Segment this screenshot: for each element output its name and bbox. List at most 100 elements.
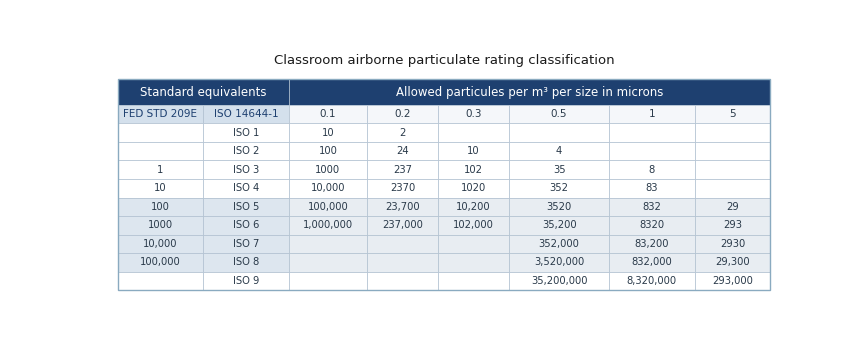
Text: Classroom airborne particulate rating classification: Classroom airborne particulate rating cl… bbox=[274, 54, 614, 67]
Text: 352,000: 352,000 bbox=[539, 239, 579, 249]
Bar bbox=[438, 179, 509, 197]
Bar bbox=[118, 79, 770, 290]
Bar bbox=[367, 179, 438, 197]
Bar bbox=[204, 253, 288, 272]
Bar bbox=[609, 253, 695, 272]
Text: 2370: 2370 bbox=[390, 183, 415, 193]
Bar bbox=[695, 253, 770, 272]
Text: 10: 10 bbox=[321, 128, 334, 138]
Bar bbox=[509, 124, 609, 142]
Bar bbox=[204, 179, 288, 197]
Bar bbox=[609, 234, 695, 253]
Text: 1,000,000: 1,000,000 bbox=[303, 220, 352, 230]
Text: FED STD 209E: FED STD 209E bbox=[123, 109, 197, 119]
Text: ISO 7: ISO 7 bbox=[233, 239, 259, 249]
Bar bbox=[438, 272, 509, 290]
Text: 29: 29 bbox=[726, 202, 739, 212]
Text: 35,200: 35,200 bbox=[542, 220, 577, 230]
Text: 10,000: 10,000 bbox=[143, 239, 178, 249]
Bar bbox=[509, 216, 609, 234]
Bar bbox=[509, 272, 609, 290]
Bar bbox=[609, 272, 695, 290]
Bar bbox=[695, 216, 770, 234]
Bar bbox=[288, 124, 367, 142]
Bar bbox=[609, 124, 695, 142]
Text: ISO 14644-1: ISO 14644-1 bbox=[214, 109, 278, 119]
Bar bbox=[118, 142, 204, 161]
Text: 237,000: 237,000 bbox=[382, 220, 423, 230]
Bar bbox=[288, 105, 367, 124]
Bar bbox=[695, 197, 770, 216]
Bar bbox=[609, 105, 695, 124]
Bar bbox=[118, 272, 204, 290]
Bar bbox=[288, 197, 367, 216]
Text: 10,200: 10,200 bbox=[456, 202, 491, 212]
Bar bbox=[438, 161, 509, 179]
Text: 2: 2 bbox=[399, 128, 405, 138]
Bar bbox=[288, 216, 367, 234]
Bar bbox=[118, 179, 204, 197]
Text: 29,300: 29,300 bbox=[715, 257, 750, 268]
Bar bbox=[288, 234, 367, 253]
Bar bbox=[509, 179, 609, 197]
Bar bbox=[288, 253, 367, 272]
Text: ISO 9: ISO 9 bbox=[233, 276, 259, 286]
Bar bbox=[509, 105, 609, 124]
Bar bbox=[438, 197, 509, 216]
Bar bbox=[118, 79, 288, 105]
Text: 1020: 1020 bbox=[461, 183, 486, 193]
Bar bbox=[695, 179, 770, 197]
Bar bbox=[288, 272, 367, 290]
Bar bbox=[695, 272, 770, 290]
Bar bbox=[118, 253, 204, 272]
Bar bbox=[438, 124, 509, 142]
Bar bbox=[509, 161, 609, 179]
Bar bbox=[695, 161, 770, 179]
Text: 100: 100 bbox=[151, 202, 170, 212]
Text: 24: 24 bbox=[396, 146, 409, 156]
Text: 8,320,000: 8,320,000 bbox=[627, 276, 677, 286]
Text: 4: 4 bbox=[556, 146, 562, 156]
Text: 1: 1 bbox=[157, 165, 164, 175]
Bar bbox=[609, 197, 695, 216]
Bar bbox=[609, 179, 695, 197]
Bar bbox=[288, 79, 770, 105]
Bar bbox=[609, 161, 695, 179]
Text: Allowed particules per m³ per size in microns: Allowed particules per m³ per size in mi… bbox=[396, 86, 663, 99]
Bar bbox=[367, 234, 438, 253]
Text: 3,520,000: 3,520,000 bbox=[534, 257, 585, 268]
Bar bbox=[509, 197, 609, 216]
Text: 832: 832 bbox=[643, 202, 662, 212]
Text: 3520: 3520 bbox=[546, 202, 572, 212]
Bar bbox=[118, 161, 204, 179]
Bar bbox=[367, 272, 438, 290]
Text: 100,000: 100,000 bbox=[307, 202, 348, 212]
Bar bbox=[118, 197, 204, 216]
Bar bbox=[367, 142, 438, 161]
Bar bbox=[204, 142, 288, 161]
Text: 100,000: 100,000 bbox=[140, 257, 181, 268]
Text: 102,000: 102,000 bbox=[453, 220, 494, 230]
Text: ISO 6: ISO 6 bbox=[233, 220, 259, 230]
Text: 1: 1 bbox=[649, 109, 656, 119]
Text: 100: 100 bbox=[319, 146, 337, 156]
Text: 83: 83 bbox=[646, 183, 658, 193]
Text: 0.1: 0.1 bbox=[320, 109, 336, 119]
Bar bbox=[204, 216, 288, 234]
Bar bbox=[367, 124, 438, 142]
Bar bbox=[438, 234, 509, 253]
Bar bbox=[204, 234, 288, 253]
Text: 352: 352 bbox=[550, 183, 569, 193]
Text: 293,000: 293,000 bbox=[712, 276, 753, 286]
Text: ISO 5: ISO 5 bbox=[233, 202, 259, 212]
Text: ISO 2: ISO 2 bbox=[233, 146, 259, 156]
Text: 23,700: 23,700 bbox=[385, 202, 420, 212]
Bar bbox=[438, 253, 509, 272]
Text: ISO 8: ISO 8 bbox=[233, 257, 259, 268]
Bar bbox=[695, 105, 770, 124]
Text: 293: 293 bbox=[723, 220, 742, 230]
Text: 10: 10 bbox=[468, 146, 480, 156]
Text: ISO 4: ISO 4 bbox=[233, 183, 259, 193]
Text: 10,000: 10,000 bbox=[311, 183, 345, 193]
Bar bbox=[509, 142, 609, 161]
